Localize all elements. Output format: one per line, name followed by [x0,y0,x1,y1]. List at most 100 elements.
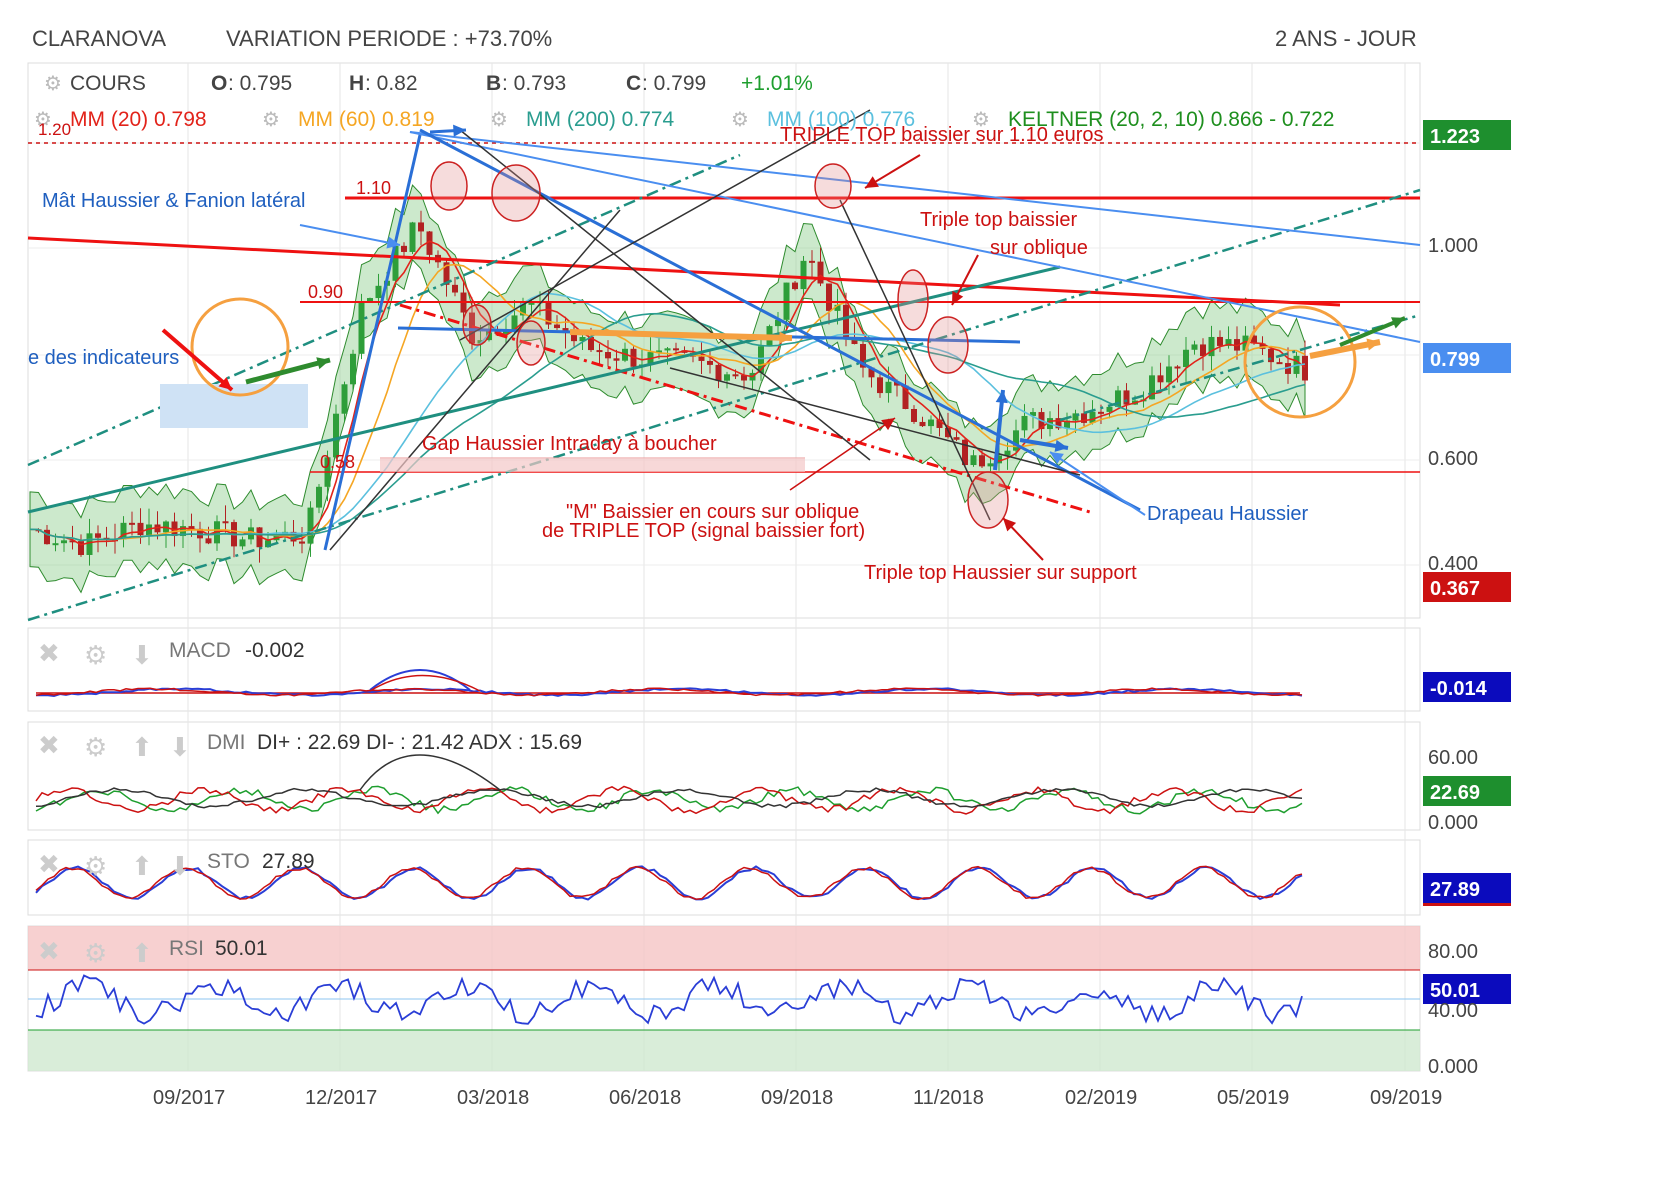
arrow-up-icon[interactable]: ⬆ [131,732,153,762]
high-key: H [349,72,364,95]
bull-arrow-up [993,389,1005,471]
candle-body [1183,349,1189,367]
indicator-lines [28,669,1420,1071]
candle-body [503,330,509,334]
orange-circle-left [190,297,290,397]
candle-body [392,245,399,281]
support-pointer-head [1003,518,1017,532]
dash-dot-teal-line-2 [27,188,1421,622]
arrow-up-icon[interactable]: ⬆ [131,851,153,881]
candle-body [341,384,348,414]
gear-icon[interactable]: ⚙ [490,109,508,131]
candle-body [171,521,178,537]
arrow-down-icon[interactable]: ⬇ [169,732,191,762]
candle-body [316,486,322,508]
x-tick-label: 12/2017 [305,1087,377,1109]
rsi-line [35,974,1303,1025]
candle-body [1217,336,1223,346]
candle-body [1106,406,1113,412]
gear-icon[interactable]: ⚙ [44,73,62,95]
gear-icon[interactable]: ⚙ [262,109,280,131]
candle-body [758,346,764,373]
candle-body [333,413,339,458]
close-value: : 0.799 [642,72,706,95]
dash-dot-teal-line-1 [27,153,741,467]
candle-body [902,385,909,410]
candle-body [868,367,875,378]
rsi-badge [1423,974,1511,1004]
candle-body [945,427,951,438]
arrow-up-icon[interactable]: ⬆ [131,938,153,968]
bull-arrow-right-head [1054,439,1068,452]
close-icon[interactable]: ✖ [38,936,60,966]
candle-body [656,350,662,353]
open-key: O [211,72,227,95]
gear-icon[interactable]: ⚙ [84,732,107,762]
gear-icon[interactable]: ⚙ [972,109,990,131]
sto-name: STO [207,850,250,873]
annotation-texts: 1.20 1.10 0.90 0.58 Mât Haussier & Fanio… [28,120,1309,584]
macd-peak-signal [369,674,481,692]
candle-body [860,344,866,368]
candle-body [1242,335,1249,351]
level-110-label: 1.10 [356,178,391,198]
blue-trend-line-1 [409,131,1421,246]
candle-body [962,439,968,466]
gear-icon[interactable]: ⚙ [731,109,749,131]
price-legend: ⚙ COURS O : 0.795 H : 0.82 B : 0.793 C :… [34,72,1334,131]
candle-body [707,360,713,365]
macd-value: -0.002 [245,639,305,662]
macd-header: ✖ ⚙ ⬇ MACD -0.002 -0.014 [38,638,1511,702]
level-058-label: 0.58 [320,452,355,472]
candle-body [1055,418,1062,429]
candle-body [996,455,1002,464]
gear-icon[interactable]: ⚙ [34,109,52,131]
candle-body [911,409,917,422]
candle-body [1072,413,1079,421]
candle-body [792,282,798,290]
close-icon[interactable]: ✖ [38,638,60,668]
x-tick-label: 09/2019 [1370,1087,1442,1109]
annotations-layer [27,109,1421,622]
candle-body [477,340,484,344]
candle-body [1123,390,1130,405]
support-annotation: Triple top Haussier sur support [864,562,1137,584]
price-panel[interactable] [27,62,1421,619]
close-badge [1423,343,1511,373]
candle-body [528,302,535,305]
macd-panel[interactable] [27,627,1421,712]
close-icon[interactable]: ✖ [38,849,60,879]
oblique-teal-line [27,265,1061,514]
x-tick-label: 11/2018 [913,1087,984,1109]
gear-icon[interactable]: ⚙ [84,851,107,881]
black-line-3 [669,367,1081,476]
candle-body [401,245,407,252]
candle-body [129,522,135,525]
adx-line [35,787,1303,809]
candle-body [61,540,67,544]
candle-body [885,381,892,394]
candle-body [1191,344,1198,350]
candle-body [188,526,195,529]
candle-body [375,285,382,299]
orange-arrow [569,329,793,341]
candle-body [1013,430,1019,451]
pattern-circle [814,163,852,209]
arrow-down-icon[interactable]: ⬇ [131,640,153,670]
sto-badge [1423,873,1511,903]
candle-body [1225,339,1232,346]
mat-pointer-arrow [299,224,401,246]
gear-icon[interactable]: ⚙ [84,938,107,968]
candle-body [1064,420,1070,429]
candle-body [545,301,552,325]
gear-icon[interactable]: ⚙ [84,640,107,670]
mm60-line [29,263,1306,542]
keltner-legend: KELTNER (20, 2, 10) 0.866 - 0.722 [1008,108,1334,131]
candle-body [1021,415,1028,431]
period-selector[interactable]: 2 ANS - JOUR [1275,26,1417,51]
close-icon[interactable]: ✖ [38,730,60,760]
moving-averages [29,240,1306,546]
dmi-panel[interactable] [27,721,1421,831]
arrow-down-icon[interactable]: ⬇ [169,851,191,881]
mm20-legend: MM (20) 0.798 [70,108,207,131]
